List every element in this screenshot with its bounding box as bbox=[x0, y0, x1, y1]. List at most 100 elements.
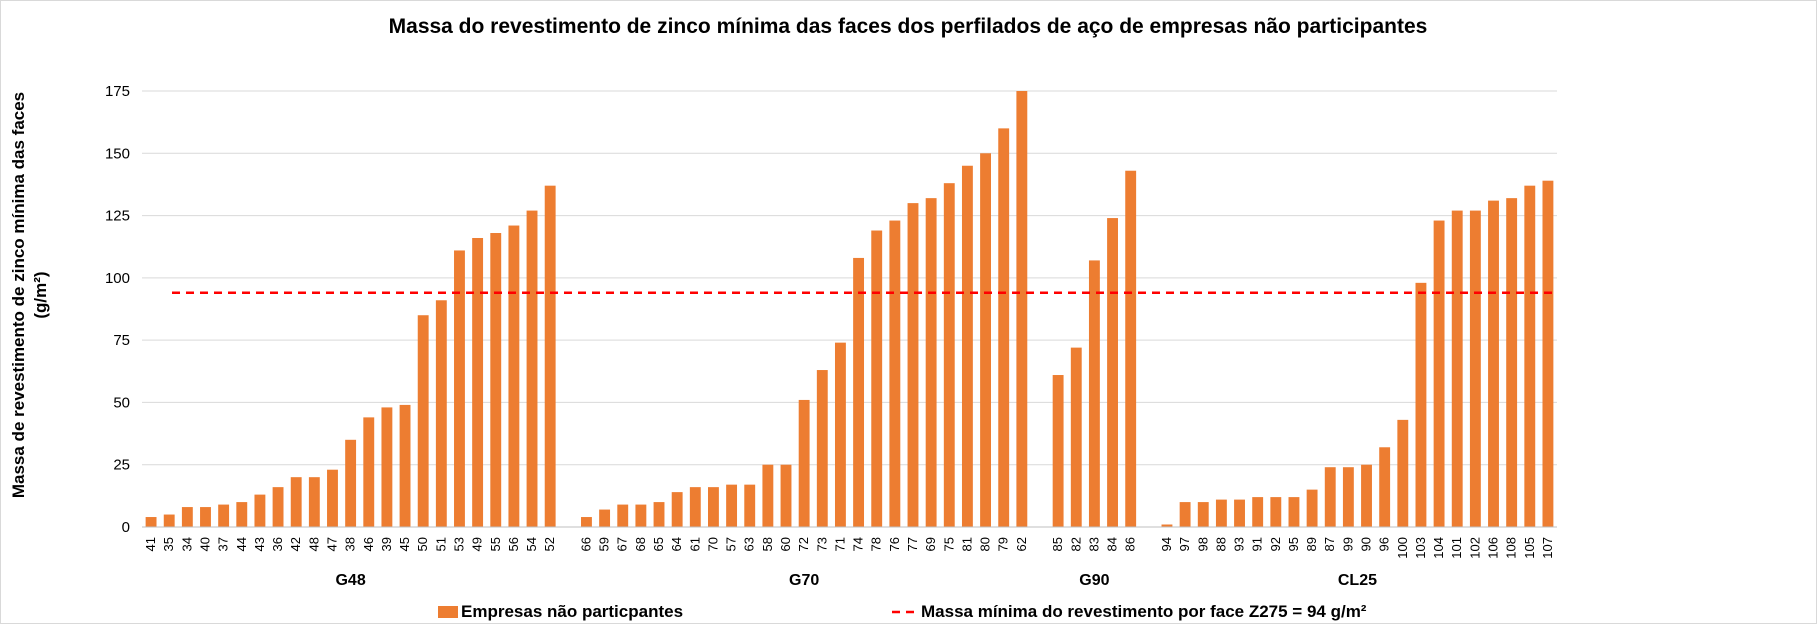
bar bbox=[1161, 524, 1173, 527]
bar bbox=[345, 439, 357, 527]
bar bbox=[943, 183, 955, 527]
bar bbox=[1415, 282, 1427, 527]
bar bbox=[889, 220, 901, 527]
bar bbox=[1433, 220, 1445, 527]
bar bbox=[1542, 180, 1554, 528]
bar bbox=[1088, 260, 1100, 527]
x-tick-label: 73 bbox=[814, 537, 829, 551]
x-tick-label: 85 bbox=[1050, 537, 1065, 551]
x-tick-label: 93 bbox=[1232, 537, 1247, 551]
group-label: G48 bbox=[335, 572, 365, 589]
bar bbox=[1179, 502, 1191, 527]
bar bbox=[526, 210, 538, 528]
x-tick-label: 91 bbox=[1250, 537, 1265, 551]
bar bbox=[726, 484, 738, 527]
x-tick-label: 99 bbox=[1340, 537, 1355, 551]
bar bbox=[1488, 200, 1499, 527]
x-tick-label: 90 bbox=[1359, 537, 1374, 551]
y-tick-label: 75 bbox=[113, 332, 130, 349]
bar bbox=[200, 507, 211, 527]
bar bbox=[272, 487, 284, 527]
bar bbox=[853, 257, 865, 527]
x-tick-label: 94 bbox=[1159, 537, 1174, 551]
x-tick-label: 34 bbox=[179, 537, 194, 551]
x-tick-label: 41 bbox=[143, 537, 158, 551]
x-tick-label: 97 bbox=[1177, 537, 1192, 551]
x-tick-label: 62 bbox=[1014, 537, 1029, 551]
x-tick-label: 76 bbox=[887, 537, 902, 551]
x-tick-label: 51 bbox=[433, 537, 448, 551]
bar bbox=[1234, 499, 1245, 527]
bar bbox=[653, 502, 665, 527]
x-tick-label: 89 bbox=[1304, 537, 1319, 551]
x-tick-label: 100 bbox=[1395, 537, 1410, 559]
legend-label: Massa mínima do revestimento por face Z2… bbox=[921, 602, 1367, 621]
x-tick-label: 82 bbox=[1068, 537, 1083, 551]
bar bbox=[508, 225, 520, 527]
bar bbox=[544, 185, 556, 527]
x-tick-label: 65 bbox=[651, 537, 666, 551]
y-tick-label: 0 bbox=[122, 519, 130, 536]
x-tick-label: 49 bbox=[470, 537, 485, 551]
bar bbox=[472, 237, 484, 527]
bar bbox=[1125, 170, 1137, 527]
bar bbox=[1361, 464, 1372, 527]
x-tick-label: 70 bbox=[705, 537, 720, 551]
x-tick-label: 67 bbox=[615, 537, 630, 551]
y-axis-label: Massa de revestimento de zinco mínima da… bbox=[9, 91, 50, 499]
x-tick-label: 45 bbox=[397, 537, 412, 551]
x-tick-label: 48 bbox=[306, 537, 321, 551]
bar bbox=[1324, 467, 1336, 527]
bar bbox=[871, 230, 883, 527]
bar bbox=[1107, 218, 1118, 527]
y-tick-label: 25 bbox=[113, 457, 130, 474]
x-tick-label: 72 bbox=[796, 537, 811, 551]
x-tick-label: 74 bbox=[851, 537, 866, 551]
bar bbox=[635, 504, 647, 527]
bar bbox=[1397, 419, 1409, 527]
bar bbox=[1215, 499, 1227, 527]
bar bbox=[1469, 210, 1481, 528]
bar bbox=[780, 464, 792, 527]
bar bbox=[163, 514, 175, 527]
x-tick-label: 78 bbox=[869, 537, 884, 551]
x-tick-label: 35 bbox=[161, 537, 176, 551]
bar bbox=[1379, 447, 1391, 527]
x-tick-label: 54 bbox=[524, 537, 539, 551]
bar bbox=[762, 464, 774, 527]
bar bbox=[417, 315, 429, 527]
x-tick-label: 38 bbox=[343, 537, 358, 551]
x-tick-label: 101 bbox=[1449, 537, 1464, 559]
bar bbox=[907, 203, 919, 527]
x-tick-label: 57 bbox=[724, 537, 739, 551]
bar bbox=[290, 477, 302, 527]
bar bbox=[798, 399, 810, 527]
x-tick-label: 84 bbox=[1105, 537, 1120, 551]
x-tick-label: 71 bbox=[832, 537, 847, 551]
chart-title: Massa do revestimento de zinco mínima da… bbox=[389, 15, 1428, 38]
bar bbox=[961, 165, 973, 527]
y-tick-label: 50 bbox=[113, 394, 130, 411]
legend-swatch bbox=[438, 606, 458, 618]
bar bbox=[689, 487, 701, 527]
bar bbox=[980, 153, 991, 528]
x-tick-label: 87 bbox=[1322, 537, 1337, 551]
bar bbox=[363, 417, 375, 527]
group-label: G70 bbox=[789, 572, 819, 589]
x-tick-label: 36 bbox=[270, 537, 285, 551]
x-tick-label: 61 bbox=[687, 537, 702, 551]
x-tick-label: 86 bbox=[1123, 537, 1138, 551]
bar bbox=[998, 128, 1010, 527]
x-tick-label: 47 bbox=[324, 537, 339, 551]
bar bbox=[925, 198, 937, 528]
x-tick-label: 56 bbox=[506, 537, 521, 551]
x-tick-label: 58 bbox=[760, 537, 775, 551]
x-tick-label: 46 bbox=[361, 537, 376, 551]
bar bbox=[381, 407, 393, 527]
x-tick-label: 95 bbox=[1286, 537, 1301, 551]
bar bbox=[816, 370, 828, 527]
x-tick-label: 59 bbox=[597, 537, 612, 551]
bar bbox=[181, 507, 193, 527]
x-tick-label: 75 bbox=[941, 537, 956, 551]
